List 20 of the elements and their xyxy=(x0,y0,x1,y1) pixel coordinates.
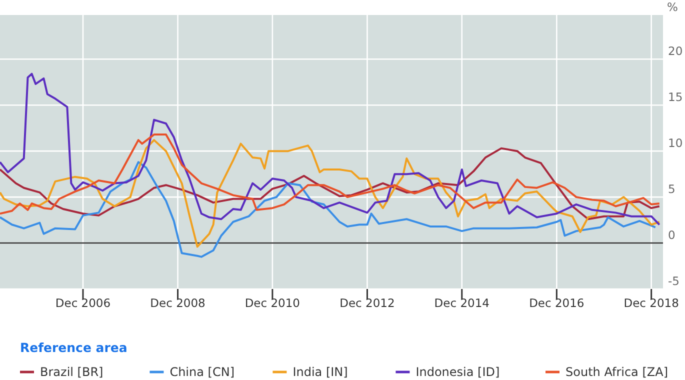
y-tick-label: -5 xyxy=(668,274,680,288)
legend-label: Brazil [BR] xyxy=(40,365,104,379)
legend-label: China [CN] xyxy=(170,365,235,379)
legend-title: Reference area xyxy=(20,340,128,355)
y-tick-label: 0 xyxy=(668,228,676,242)
legend-label: India [IN] xyxy=(292,365,348,379)
x-tick-label: Dec 2010 xyxy=(244,296,300,310)
y-tick-label: 20 xyxy=(668,44,683,58)
y-tick-label: 10 xyxy=(668,136,683,150)
y-axis-title: % xyxy=(667,0,678,14)
x-tick-label: Dec 2012 xyxy=(340,296,395,310)
legend-label: Indonesia [ID] xyxy=(416,365,500,379)
legend-label: South Africa [ZA] xyxy=(566,365,668,379)
x-tick-label: Dec 2016 xyxy=(529,296,584,310)
x-tick-label: Dec 2018 xyxy=(624,296,679,310)
x-tick-label: Dec 2008 xyxy=(150,296,206,310)
x-tick-label: Dec 2006 xyxy=(55,296,111,310)
y-tick-label: 5 xyxy=(668,182,676,196)
y-tick-label: 15 xyxy=(668,90,683,104)
x-tick-label: Dec 2014 xyxy=(434,296,490,310)
